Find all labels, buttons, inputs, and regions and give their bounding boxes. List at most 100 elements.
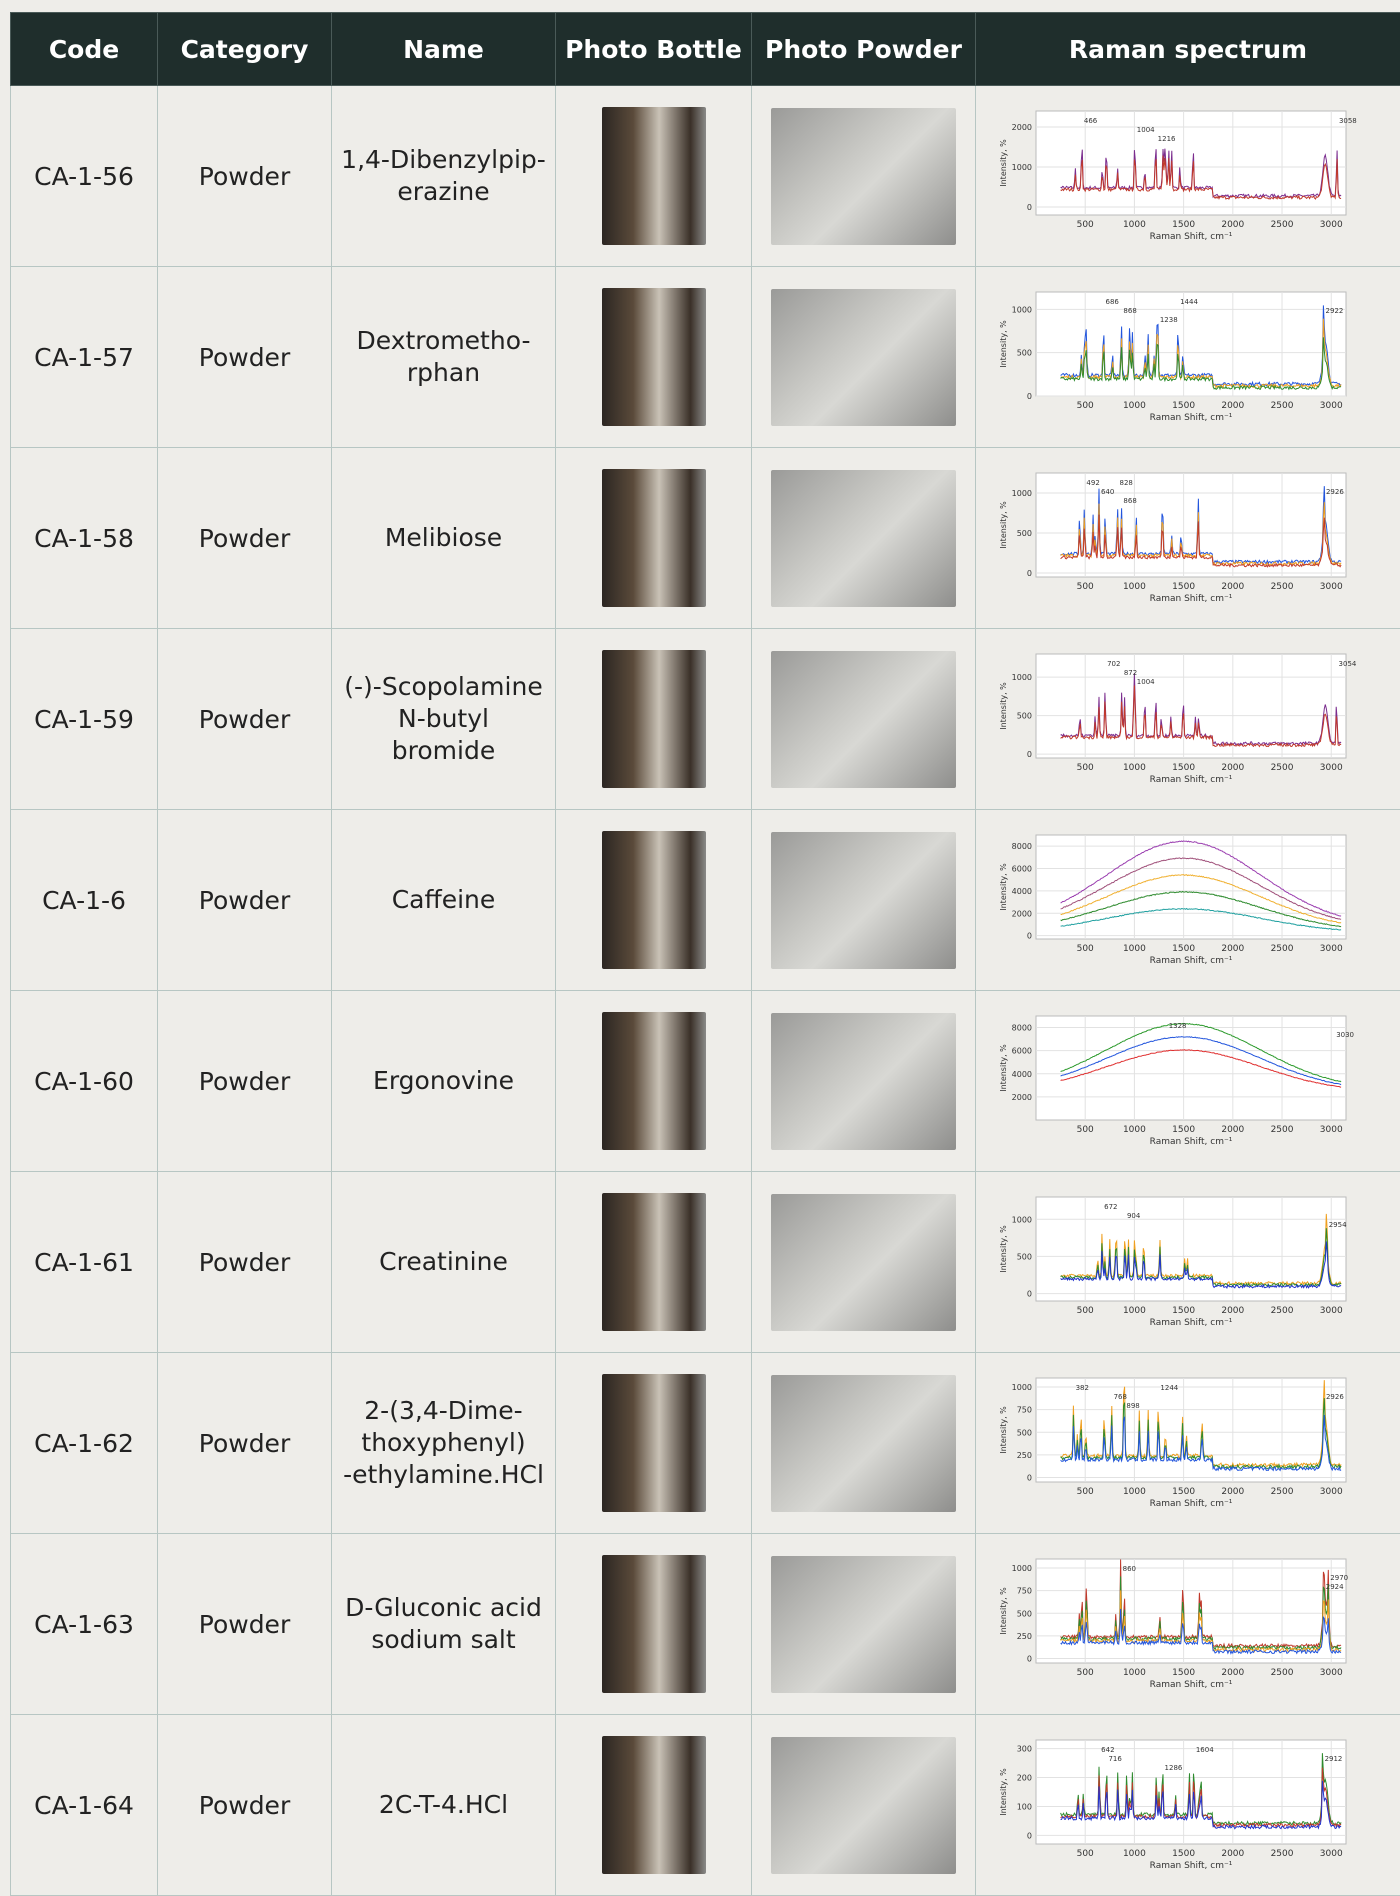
x-tick-label: 3000: [1319, 1306, 1342, 1316]
code-cell: CA-1-60: [10, 990, 158, 1172]
powder-photo: [771, 107, 956, 245]
x-tick-label: 2500: [1270, 1125, 1293, 1135]
spectrum-trace: [1059, 840, 1341, 917]
page: Code Category Name Photo Bottle Photo Powder…: [10, 12, 1400, 1896]
peak-label: 3054: [1338, 660, 1356, 668]
peak-label: 640: [1100, 488, 1113, 496]
spectrum-trace: [1059, 1559, 1341, 1649]
raman-spectrum: 500 1000 1500 2000 2500 3000 0 500 1000 Raman Shi…: [999, 291, 1346, 423]
category-cell: Powder: [157, 1533, 332, 1715]
x-tick-label: 1500: [1172, 1668, 1195, 1678]
name-cell: (-)-Scopolamine N-butyl bromide: [331, 628, 556, 810]
y-tick-label: 300: [1016, 1745, 1031, 1754]
code-cell: CA-1-58: [10, 447, 158, 629]
y-axis-label: Intensity, %: [999, 1587, 1008, 1635]
y-tick-label: 0: [1026, 1290, 1031, 1299]
x-tick-label: 1000: [1122, 944, 1145, 954]
bottle-photo: [601, 1555, 706, 1693]
spectrum-trace: [1060, 907, 1341, 931]
powder-cell: [751, 1533, 976, 1715]
category-cell: Powder: [157, 1171, 332, 1353]
x-axis-label: Raman Shift, cm⁻¹: [1149, 232, 1232, 242]
spectrum-cell: 500 1000 1500 2000 2500 3000 2000 4000 6000 8000 R…: [975, 990, 1400, 1172]
x-axis-label: Raman Shift, cm⁻¹: [1149, 775, 1232, 785]
y-tick-label: 8000: [1011, 842, 1031, 851]
peak-label: 868: [1123, 497, 1136, 505]
x-tick-label: 1000: [1122, 582, 1145, 592]
x-tick-label: 1000: [1122, 1487, 1145, 1497]
peak-label: 686: [1105, 298, 1119, 306]
table-row: CA-1-56 Powder 1,4-Dibenzylpip- erazine 500…: [10, 85, 1400, 267]
bottle-cell: [555, 266, 752, 448]
raman-spectrum: 500 1000 1500 2000 2500 3000 0 500 1000 Raman Shi…: [999, 472, 1346, 604]
y-axis-label: Intensity, %: [999, 682, 1008, 730]
substance-table: Code Category Name Photo Bottle Photo Powder…: [10, 12, 1400, 1896]
spectrum-trace: [1059, 1213, 1342, 1286]
bottle-cell: [555, 447, 752, 629]
y-axis-label: Intensity, %: [999, 501, 1008, 549]
y-tick-label: 1000: [1011, 489, 1031, 498]
table-row: CA-1-63 Powder D-Gluconic acid sodium salt…: [10, 1533, 1400, 1715]
peak-label: 860: [1122, 1565, 1135, 1573]
x-tick-label: 500: [1076, 401, 1093, 411]
x-tick-label: 2000: [1221, 582, 1244, 592]
table-row: CA-1-64 Powder 2C-T-4.HCl 500 1000 1500 2000 25…: [10, 1714, 1400, 1896]
spectrum-trace: [1059, 1780, 1341, 1830]
x-tick-label: 2500: [1270, 944, 1293, 954]
y-tick-label: 200: [1016, 1774, 1031, 1783]
plot-frame: [1035, 110, 1346, 216]
x-tick-label: 3000: [1319, 401, 1342, 411]
x-tick-label: 1000: [1122, 1125, 1145, 1135]
category-cell: Powder: [157, 1352, 332, 1534]
spectrum-trace: [1060, 857, 1341, 920]
x-tick-label: 2000: [1221, 1849, 1244, 1859]
x-tick-label: 1000: [1122, 1668, 1145, 1678]
y-tick-label: 500: [1016, 1609, 1031, 1618]
column-header: Raman spectrum: [975, 12, 1400, 86]
x-axis-label: Raman Shift, cm⁻¹: [1149, 956, 1232, 966]
peak-label: 672: [1104, 1203, 1117, 1211]
x-tick-label: 500: [1076, 220, 1093, 230]
peak-label: 904: [1126, 1212, 1140, 1220]
bottle-cell: [555, 1714, 752, 1896]
raman-spectrum: 500 1000 1500 2000 2500 3000 0 500 1000 Raman Shi…: [999, 653, 1356, 785]
column-header: Name: [331, 12, 556, 86]
y-axis-label: Intensity, %: [999, 1044, 1008, 1092]
x-tick-label: 2500: [1270, 1668, 1293, 1678]
peak-label: 2926: [1325, 488, 1343, 496]
plot-frame: [1035, 472, 1346, 578]
spectrum-trace: [1059, 1608, 1341, 1655]
peak-label: 872: [1123, 669, 1136, 677]
x-tick-label: 2500: [1270, 401, 1293, 411]
x-tick-label: 2000: [1221, 944, 1244, 954]
powder-cell: [751, 809, 976, 991]
peak-label: 2924: [1325, 1583, 1343, 1591]
y-tick-label: 250: [1016, 1451, 1031, 1460]
peak-label: 1286: [1164, 1764, 1182, 1772]
y-tick-label: 500: [1016, 1428, 1031, 1437]
powder-photo: [771, 831, 956, 969]
y-tick-label: 100: [1016, 1802, 1031, 1811]
x-tick-label: 1500: [1172, 1487, 1195, 1497]
y-tick-label: 500: [1016, 1252, 1031, 1261]
powder-cell: [751, 1714, 976, 1896]
y-tick-label: 6000: [1011, 1047, 1031, 1056]
spectrum-trace: [1059, 1414, 1341, 1472]
spectrum-cell: 500 1000 1500 2000 2500 3000 0 1000 2000 Raman Sh…: [975, 85, 1400, 267]
x-tick-label: 3000: [1319, 582, 1342, 592]
powder-cell: [751, 266, 976, 448]
name-cell: Dextrometho- rphan: [331, 266, 556, 448]
code-cell: CA-1-62: [10, 1352, 158, 1534]
spectrum-trace: [1059, 1228, 1341, 1288]
category-cell: Powder: [157, 1714, 332, 1896]
spectrum-trace: [1059, 1590, 1341, 1653]
spectrum-cell: 500 1000 1500 2000 2500 3000 0 500 1000 Raman Shi…: [975, 1171, 1400, 1353]
code-cell: CA-1-61: [10, 1171, 158, 1353]
peak-label: 868: [1123, 307, 1136, 315]
bottle-cell: [555, 628, 752, 810]
column-header: Photo Powder: [751, 12, 976, 86]
table-row: CA-1-62 Powder 2-(3,4-Dime- thoxyphenyl) -…: [10, 1352, 1400, 1534]
bottle-photo: [601, 1193, 706, 1331]
y-tick-label: 1000: [1011, 673, 1031, 682]
category-cell: Powder: [157, 990, 332, 1172]
